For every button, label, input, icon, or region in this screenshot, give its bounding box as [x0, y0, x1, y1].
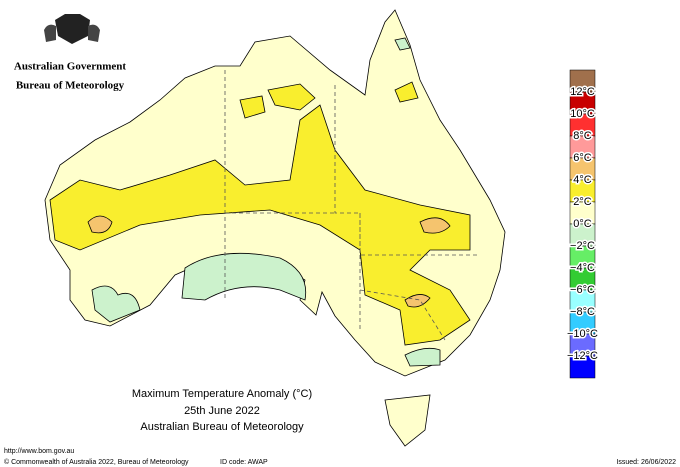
- footer-copyright: © Commonwealth of Australia 2022, Bureau…: [4, 458, 189, 466]
- legend-label: −4°C: [570, 262, 595, 274]
- legend-label: 8°C: [573, 130, 592, 142]
- legend: 12°C 10°C 8°C 6°C 4°C 2°C 0°C −2°C −4°C −6°C −8°C −…: [565, 69, 600, 379]
- footer-url: http://www.bom.gov.au: [4, 448, 74, 455]
- header-title: Australian Government: [14, 61, 126, 73]
- caption-date: 25th June 2022: [184, 405, 260, 417]
- caption-title: Maximum Temperature Anomaly (°C): [132, 388, 312, 400]
- caption-source: Australian Bureau of Meteorology: [140, 421, 304, 433]
- footer-issued: Issued: 26/06/2022: [616, 459, 676, 466]
- legend-label: 12°C: [570, 86, 595, 98]
- footer-id: ID code: AWAP: [220, 459, 268, 466]
- legend-label: 2°C: [573, 196, 592, 208]
- legend-label: 10°C: [570, 108, 595, 120]
- crest: [44, 14, 100, 44]
- legend-label: −2°C: [570, 240, 595, 252]
- state-borders: [224, 70, 480, 341]
- legend-label: 6°C: [573, 152, 592, 164]
- australia-map: [44, 9, 506, 447]
- legend-label: −12°C: [567, 350, 598, 362]
- header-subtitle: Bureau of Meteorology: [16, 80, 125, 92]
- legend-label: 4°C: [573, 174, 592, 186]
- legend-label: −8°C: [570, 306, 595, 318]
- legend-swatch: [569, 355, 596, 379]
- legend-label: −10°C: [567, 328, 598, 340]
- legend-label: −6°C: [570, 284, 595, 296]
- legend-label: 0°C: [573, 218, 592, 230]
